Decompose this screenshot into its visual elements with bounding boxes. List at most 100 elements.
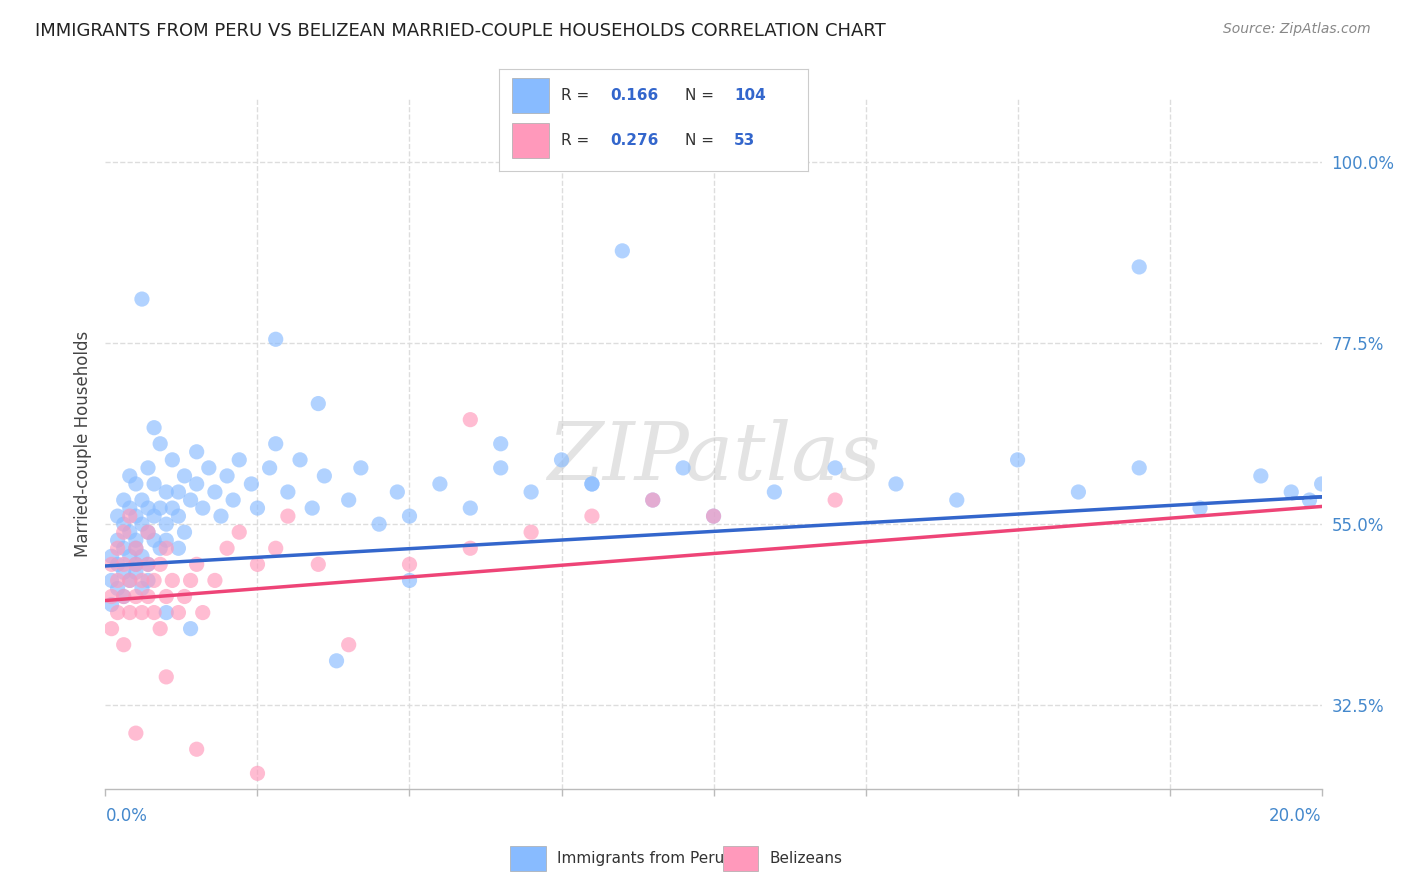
Point	[763, 485, 786, 500]
Point	[100, 598, 122, 612]
Point	[149, 622, 172, 636]
Point	[112, 638, 135, 652]
Point	[641, 493, 664, 508]
Point	[112, 517, 135, 532]
Point	[136, 558, 159, 572]
Point	[325, 654, 347, 668]
Point	[173, 525, 195, 540]
Point	[131, 292, 153, 306]
Point	[118, 574, 141, 588]
Point	[136, 525, 159, 540]
Point	[112, 590, 135, 604]
Point	[155, 533, 177, 548]
Point	[186, 742, 208, 756]
Point	[1128, 260, 1150, 274]
Point	[1007, 453, 1029, 467]
Point	[136, 558, 159, 572]
Point	[264, 332, 287, 346]
Text: 20.0%: 20.0%	[1270, 807, 1322, 825]
Point	[143, 509, 166, 524]
Point	[155, 517, 177, 532]
Point	[100, 549, 122, 564]
Text: 0.0%: 0.0%	[105, 807, 148, 825]
Point	[612, 244, 634, 258]
Point	[1250, 469, 1272, 483]
Point	[398, 509, 420, 524]
FancyBboxPatch shape	[723, 847, 758, 871]
Point	[277, 485, 299, 500]
Point	[1279, 485, 1302, 500]
Point	[107, 574, 129, 588]
Point	[1310, 477, 1333, 491]
Point	[398, 558, 420, 572]
Point	[112, 558, 135, 572]
Point	[131, 549, 153, 564]
Point	[198, 461, 221, 475]
Point	[387, 485, 409, 500]
Point	[112, 566, 135, 580]
Point	[259, 461, 281, 475]
Point	[155, 590, 177, 604]
Text: N =: N =	[685, 133, 718, 148]
Point	[301, 501, 323, 516]
Point	[162, 501, 184, 516]
Point	[217, 469, 239, 483]
Point	[246, 766, 269, 780]
Point	[641, 493, 664, 508]
Text: N =: N =	[685, 87, 718, 103]
Point	[112, 525, 135, 540]
Point	[222, 493, 245, 508]
Point	[209, 509, 232, 524]
Point	[702, 509, 725, 524]
Text: ZIPatlas: ZIPatlas	[547, 419, 880, 496]
Text: Immigrants from Peru: Immigrants from Peru	[557, 851, 724, 866]
Point	[186, 558, 208, 572]
Point	[107, 582, 129, 596]
Text: 0.166: 0.166	[610, 87, 659, 103]
Point	[155, 541, 177, 556]
Point	[1128, 461, 1150, 475]
Text: R =: R =	[561, 87, 595, 103]
Point	[136, 574, 159, 588]
Point	[350, 461, 373, 475]
Point	[107, 606, 129, 620]
Point	[1188, 501, 1211, 516]
Point	[180, 493, 202, 508]
Text: Belizeans: Belizeans	[770, 851, 844, 866]
Point	[167, 541, 190, 556]
Point	[824, 461, 846, 475]
Point	[520, 485, 543, 500]
Point	[167, 485, 190, 500]
Point	[240, 477, 263, 491]
Point	[143, 606, 166, 620]
Point	[489, 461, 512, 475]
Point	[118, 606, 141, 620]
Point	[458, 501, 481, 516]
Point	[136, 525, 159, 540]
Point	[100, 574, 122, 588]
Y-axis label: Married-couple Households: Married-couple Households	[73, 331, 91, 557]
Point	[125, 558, 148, 572]
Point	[155, 606, 177, 620]
Text: 0.276: 0.276	[610, 133, 659, 148]
FancyBboxPatch shape	[512, 123, 548, 158]
Point	[136, 590, 159, 604]
Point	[136, 461, 159, 475]
Point	[131, 606, 153, 620]
Point	[204, 574, 226, 588]
Point	[228, 453, 250, 467]
Point	[149, 558, 172, 572]
Point	[143, 420, 166, 434]
Point	[581, 509, 603, 524]
Point	[155, 670, 177, 684]
Point	[118, 525, 141, 540]
Point	[167, 606, 190, 620]
Point	[107, 509, 129, 524]
Point	[112, 590, 135, 604]
Point	[337, 493, 360, 508]
Point	[149, 437, 172, 451]
Point	[884, 477, 907, 491]
Point	[489, 437, 512, 451]
Point	[167, 509, 190, 524]
Point	[945, 493, 967, 508]
